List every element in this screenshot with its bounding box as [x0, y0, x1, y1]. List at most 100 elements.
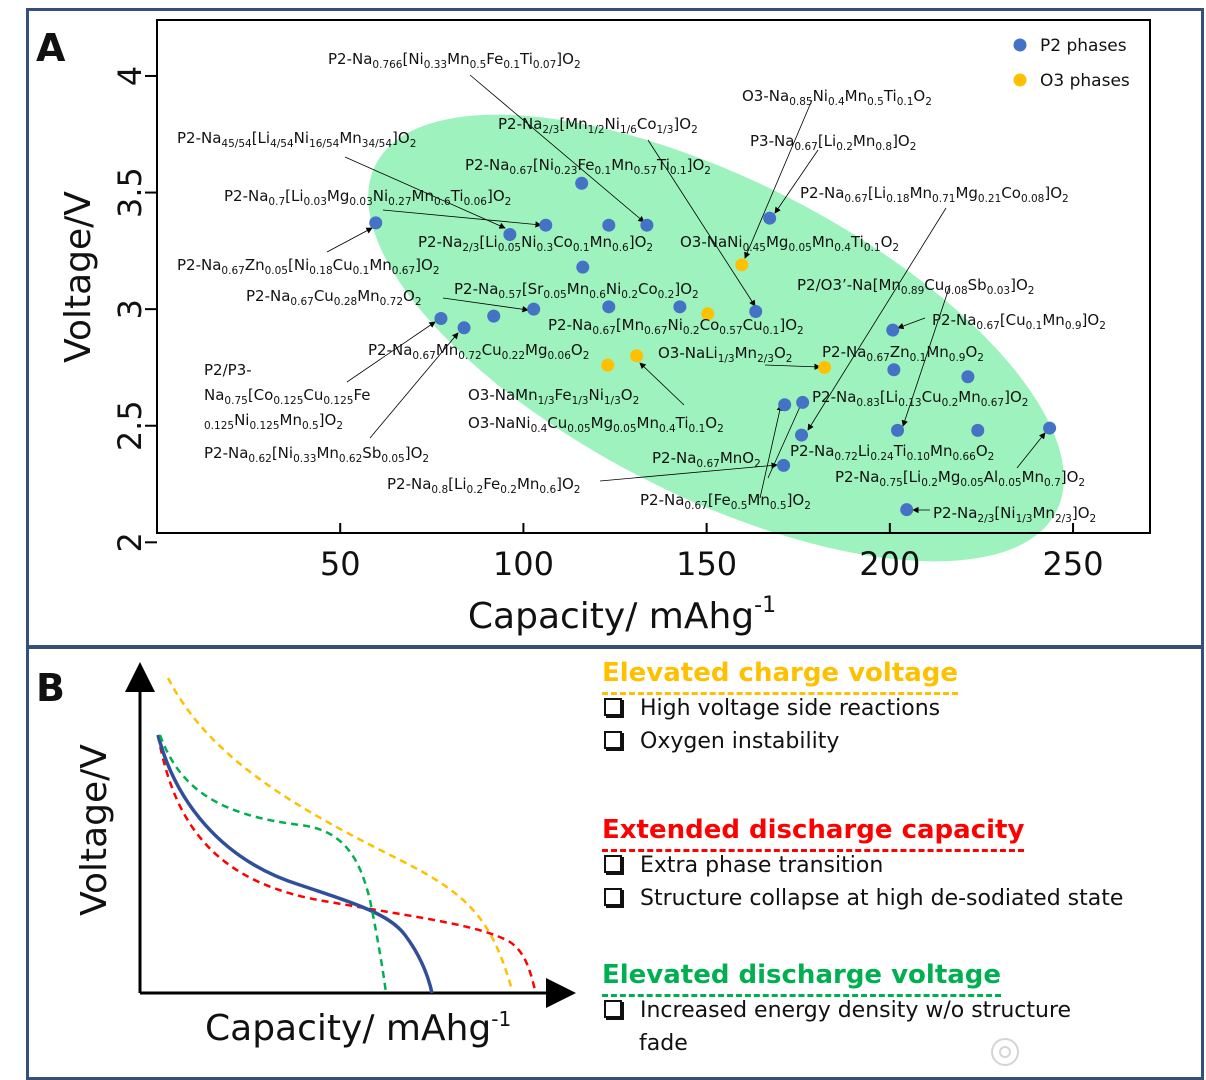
- compound-label: P2/P3-: [204, 361, 252, 379]
- compound-label: P2-Na0.67Mn0.72Cu0.22Mg0.06O2: [368, 341, 589, 362]
- annotation-arrow: [344, 156, 506, 229]
- checkbox-icon: [604, 731, 622, 749]
- compound-label: P2-Na0.67Zn0.1Mn0.9O2: [822, 343, 984, 364]
- bullet-item: High voltage side reactions: [604, 696, 940, 721]
- compound-label: P2-Na2/3[Mn1/2Ni1/6Co1/3]O2: [498, 115, 698, 136]
- compound-label: P2-Na45/54[Li4/54Ni16/54Mn34/54]O2: [177, 129, 416, 150]
- bullet-item: fade: [639, 1031, 688, 1056]
- o3-phase-point: [701, 307, 715, 321]
- p2-phase-point: [602, 218, 616, 232]
- panel-a-label: A: [36, 26, 66, 70]
- p2-phase-point: [749, 304, 763, 318]
- compound-label: O3-NaMn1/3Fe1/3Ni1/3O2: [468, 386, 639, 407]
- panel-b: [26, 646, 1204, 1080]
- plot-frame: [156, 19, 1151, 534]
- scatter-chart: 50 100 150 200 250 2 2.5 3 3.5 4 Voltage/V Capacity…: [58, 19, 1151, 637]
- compound-label: P2-Na0.67Zn0.05[Ni0.18Cu0.1Mn0.67]O2: [177, 256, 440, 277]
- annotation-arrow: [382, 209, 542, 228]
- y-axis-label: Voltage/V: [58, 191, 99, 363]
- x-axis-label: Capacity/ mAhg-1: [468, 593, 776, 637]
- p2-phase-point: [575, 176, 589, 190]
- annotation-arrow: [764, 363, 821, 370]
- charge-voltage-heading: Elevated charge voltage: [602, 658, 959, 695]
- annotation-arrow: [599, 462, 778, 482]
- annotation-arrow: [807, 207, 947, 431]
- compound-label: P2-Na0.67Cu0.28Mn0.72O2: [246, 287, 422, 308]
- p2-phase-point: [576, 260, 590, 274]
- compound-label: P2-Na0.75[Li0.2Mg0.05Al0.05Mn0.7]O2: [835, 468, 1085, 489]
- p2-phase-point: [891, 423, 905, 437]
- bullet-item: Extra phase transition: [604, 853, 883, 878]
- annotation-arrow: [442, 297, 529, 313]
- compound-label: P2-Na0.72Li0.24Ti0.10Mn0.66O2: [790, 442, 994, 463]
- panel-b-label: B: [36, 666, 65, 710]
- annotation-arrow: [759, 404, 783, 499]
- p2-phase-point: [763, 211, 777, 225]
- p2-phase-point: [900, 503, 914, 517]
- p2-phase-point: [434, 311, 448, 325]
- o3-phase-point: [818, 360, 832, 374]
- compound-label: P2-Na0.83[Li0.13Cu0.2Mn0.67]O2: [812, 388, 1028, 409]
- p2-phase-point: [971, 423, 985, 437]
- p2-phase-point: [503, 228, 517, 242]
- checkbox-icon: [604, 1000, 622, 1018]
- x-tick-label: 200: [859, 545, 920, 583]
- compound-label: Na0.75[Co0.125Cu0.125Fe: [204, 386, 370, 407]
- p2-phase-point: [527, 302, 541, 316]
- p2-phase-point: [777, 458, 791, 472]
- annotation-arrow: [744, 99, 813, 259]
- legend-marker: [1013, 73, 1027, 87]
- o3-phase-point: [601, 358, 615, 372]
- p2-phase-point: [795, 428, 809, 442]
- compound-label: P2-Na0.57[Sr0.05Mn0.6Ni0.2Co0.2]O2: [454, 280, 699, 301]
- p2-phase-point: [457, 321, 471, 335]
- p2-phase-point: [539, 218, 553, 232]
- discharge-capacity-heading: Extended discharge capacity: [602, 815, 1025, 852]
- x-tick-label: 250: [1043, 545, 1104, 583]
- compound-label: P2-Na0.7[Li0.03Mg0.03Ni0.27Mn0.6Ti0.06]O…: [224, 187, 511, 208]
- bullet-item: Oxygen instability: [604, 729, 839, 754]
- annotation-arrow: [326, 227, 373, 253]
- y-tick-label: 4: [111, 66, 149, 86]
- annotation-arrow: [639, 362, 685, 406]
- checkbox-icon: [604, 698, 622, 716]
- compound-label: O3-NaLi1/3Mn2/3O2: [658, 344, 792, 365]
- compound-label: P2-Na0.766[Ni0.33Mn0.5Fe0.1Ti0.07]O2: [328, 50, 581, 71]
- compound-label: P2-Na0.62[Ni0.33Mn0.62Sb0.05]O2: [204, 444, 429, 465]
- p2-phase-point: [796, 395, 810, 409]
- p2-phase-point: [961, 370, 975, 384]
- legend-label: P2 phases: [1040, 36, 1127, 56]
- p2-phase-point: [1043, 421, 1057, 435]
- compound-label: P2/O3’-Na[Mn0.89Cu0.08Sb0.03]O2: [797, 276, 1034, 297]
- p2-phase-point: [887, 363, 901, 377]
- annotation-arrow: [369, 332, 459, 439]
- checkbox-icon: [604, 888, 622, 906]
- compound-label: 0.125Ni0.125Mn0.5]O2: [204, 411, 343, 432]
- p2-phase-point: [640, 218, 654, 232]
- checkbox-icon: [604, 855, 622, 873]
- bullet-item: Increased energy density w/o structure: [604, 998, 1071, 1023]
- p2-phase-point: [886, 323, 900, 337]
- annotation-arrow: [346, 321, 436, 383]
- x-tick-label: 100: [493, 545, 554, 583]
- p2-phase-point: [487, 309, 501, 323]
- compound-label: P2-Na0.67MnO2: [652, 449, 761, 470]
- o3-phase-point: [630, 349, 644, 363]
- compound-label: P2-Na0.67[Mn0.67Ni0.2Co0.57Cu0.1]O2: [548, 316, 804, 337]
- annotation-arrow: [897, 317, 926, 330]
- y-tick-label: 3: [111, 299, 149, 319]
- discharge-voltage-heading: Elevated discharge voltage: [602, 960, 1002, 997]
- annotation-arrow: [901, 284, 951, 427]
- annotation-arrow: [647, 139, 756, 307]
- compound-label: P2-Na0.8[Li0.2Fe0.2Mn0.6]O2: [387, 475, 580, 496]
- annotation-arrow: [774, 149, 819, 214]
- y-tick-label: 2: [111, 532, 149, 552]
- x-tick-label: 50: [320, 545, 361, 583]
- p2-phase-point: [778, 398, 792, 412]
- o3-phase-point: [735, 258, 749, 272]
- compound-label: P2-Na2/3[Li0.05Ni0.3Co0.1Mn0.6]O2: [418, 233, 653, 254]
- compound-label: P2-Na0.67[Ni0.23Fe0.1Mn0.57Ti0.1]O2: [465, 156, 711, 177]
- x-tick-label: 150: [676, 545, 737, 583]
- compound-label: O3-Na0.85Ni0.4Mn0.5Ti0.1O2: [742, 87, 932, 108]
- compound-label: P2-Na0.67[Li0.18Mn0.71Mg0.21Co0.08]O2: [800, 184, 1069, 205]
